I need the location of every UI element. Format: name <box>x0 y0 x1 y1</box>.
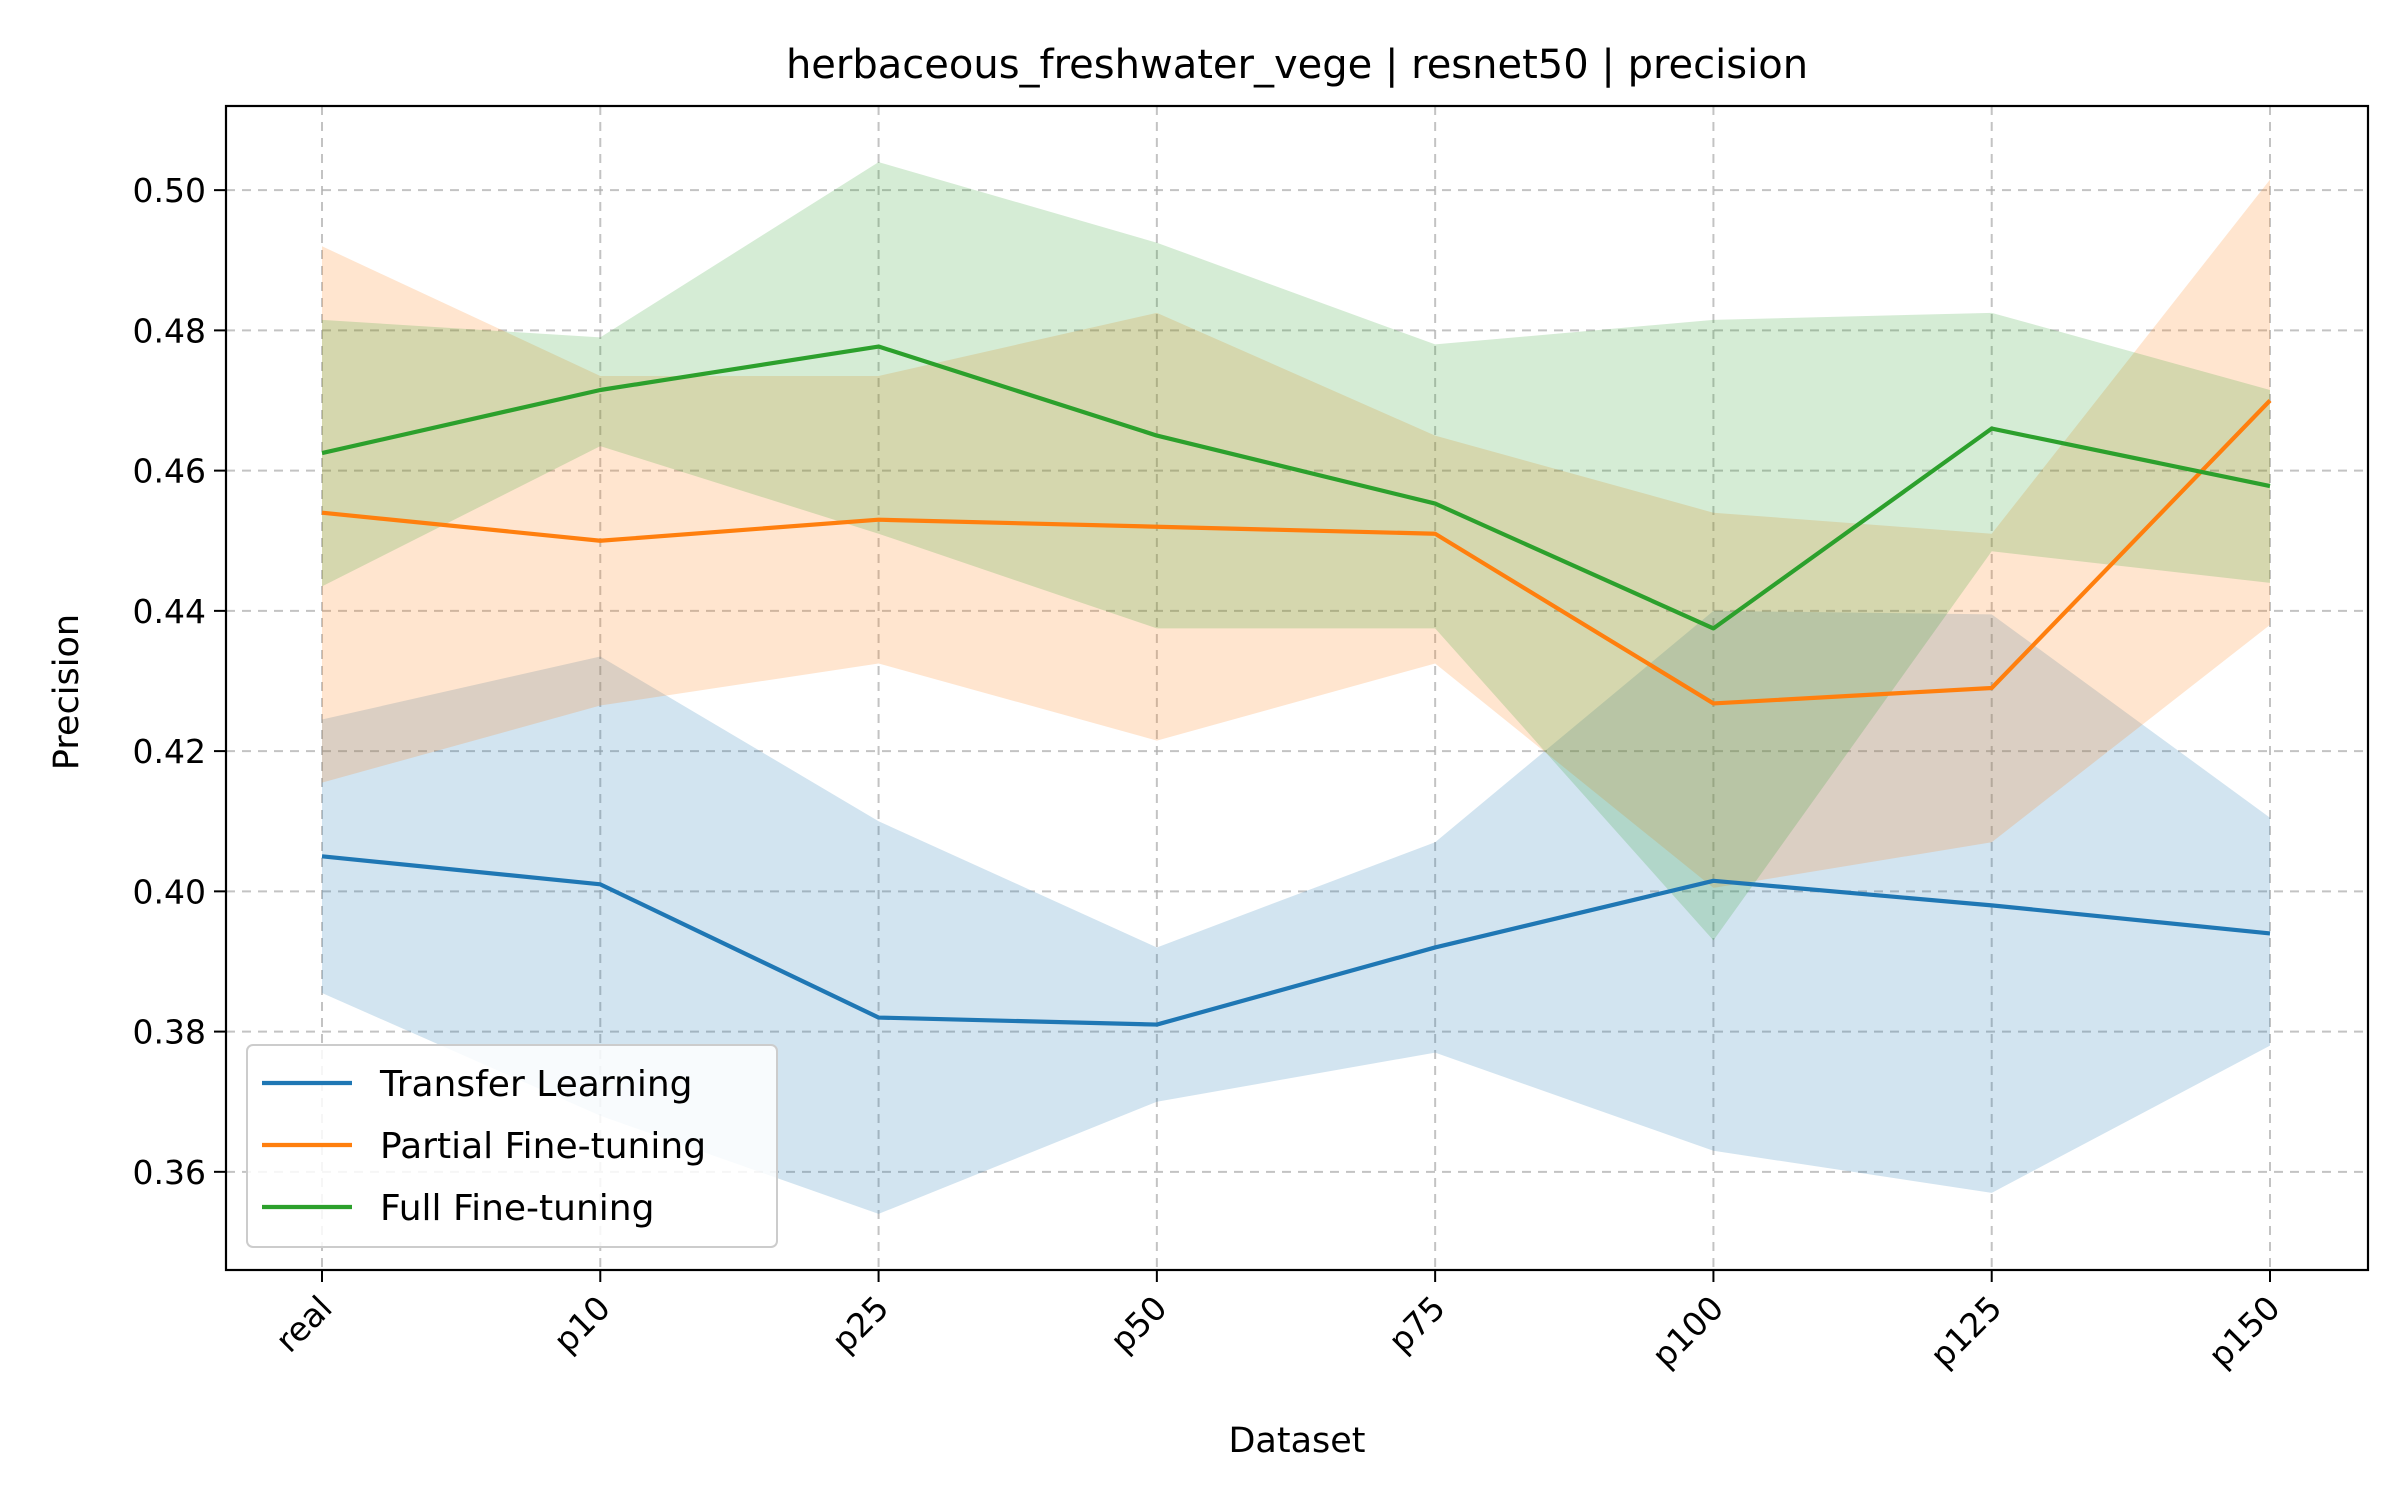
chart-title: herbaceous_freshwater_vege | resnet50 | … <box>786 42 1808 88</box>
y-axis-label: Precision <box>47 614 87 770</box>
y-tick-label: 0.50 <box>133 171 206 210</box>
legend-label-2: Partial Fine-tuning <box>380 1126 706 1167</box>
x-tick-label: p125 <box>1922 1288 2009 1375</box>
legend-box <box>246 1044 778 1248</box>
y-tick-label: 0.42 <box>133 732 206 771</box>
x-tick-label: p50 <box>1102 1288 1174 1360</box>
y-tick-label: 0.36 <box>133 1153 206 1192</box>
x-axis-label: Dataset <box>1228 1421 1365 1461</box>
y-tick-label: 0.46 <box>133 452 206 491</box>
legend-label-3: Full Fine-tuning <box>380 1188 654 1229</box>
y-tick-label: 0.48 <box>133 311 206 350</box>
line-series-3 <box>321 344 2271 631</box>
y-tick-label: 0.44 <box>133 592 206 631</box>
legend: Transfer Learning Partial Fine-tuning Full… <box>246 1044 778 1248</box>
x-tick-label: p75 <box>1381 1288 1453 1360</box>
legend-label-1: Transfer Learning <box>379 1064 693 1105</box>
plot-frame <box>224 104 2370 1272</box>
x-tick-label: real <box>268 1288 340 1360</box>
line-series-2 <box>321 399 2272 706</box>
x-tick-label: p100 <box>1644 1288 1731 1375</box>
series-lines <box>321 344 2272 1027</box>
y-tick-label: 0.38 <box>133 1013 206 1052</box>
band-series-1 <box>322 610 2270 1214</box>
x-tick-label: p25 <box>824 1288 896 1360</box>
x-tick-label: p10 <box>546 1288 618 1360</box>
y-tick-label: 0.40 <box>133 872 206 911</box>
band-series-2 <box>322 179 2270 888</box>
line-series-1 <box>321 854 2271 1027</box>
x-tick-label: p150 <box>2201 1288 2288 1375</box>
